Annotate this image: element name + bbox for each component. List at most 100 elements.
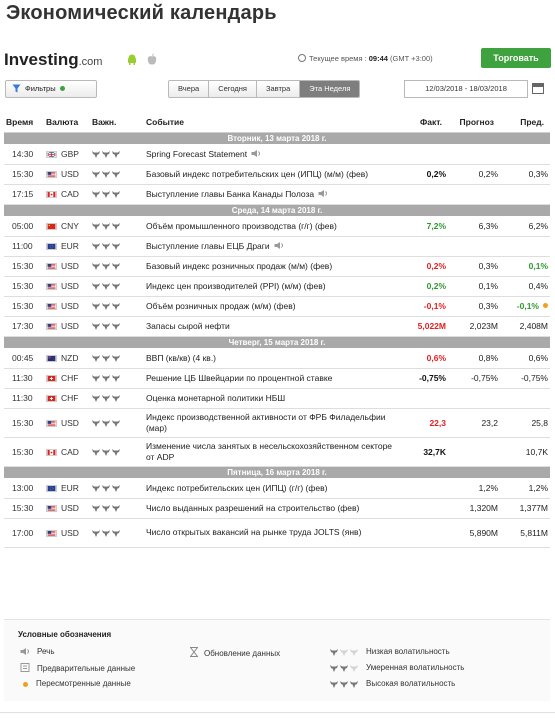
event-name[interactable]: Число открытых вакансий на рынке труда J… [144,518,402,548]
event-row[interactable]: 11:00 EUR Выступление главы ЕЦБ Драги [4,236,550,257]
event-row[interactable]: 17:30 USD Запасы сырой нефти 5,022M 2,023M 2,… [4,316,550,337]
event-title[interactable]: Индекс потребительских цен (ИПЦ) (г/г) (… [146,482,328,493]
event-title[interactable]: Объём промышленного производства (г/г) (… [146,220,337,231]
apple-icon[interactable] [147,53,157,65]
event-name[interactable]: Объём промышленного производства (г/г) (… [144,216,402,237]
event-row[interactable]: 15:30 USD Базовый индекс розничных продаж … [4,256,550,277]
event-row[interactable]: 11:30 CHF Оценка монетарной политики НБШ [4,388,550,409]
col-previous[interactable]: Пред. [500,112,550,133]
event-row[interactable]: 13:00 EUR Индекс потребительских цен (ИПЦ)… [4,478,550,499]
event-name[interactable]: Число выданных разрешений на строительст… [144,498,402,519]
event-name[interactable]: Индекс производственной активности от ФР… [144,408,402,438]
clock-icon [298,54,306,62]
investing-logo[interactable]: Investing.com [4,50,102,70]
flag-cn-icon [46,223,57,230]
event-title[interactable]: Индекс цен производителей (PPI) (м/м) (ф… [146,280,326,291]
event-row[interactable]: 17:15 CAD Выступление главы Банка Канады П… [4,184,550,205]
date-range-input[interactable]: 12/03/2018 - 18/03/2018 [404,80,528,98]
filters-button[interactable]: Фильтры [5,80,97,98]
android-icon[interactable] [127,54,137,65]
event-title[interactable]: Число открытых вакансий на рынке труда J… [146,527,362,537]
event-title[interactable]: Spring Forecast Statement [146,148,248,159]
event-row[interactable]: 15:30 USD Индекс производственной активнос… [4,408,550,438]
event-actual: 0,6% [402,348,448,369]
event-title[interactable]: ВВП (кв/кв) (4 кв.) [146,352,217,363]
event-name[interactable]: Базовый индекс розничных продаж (м/м) (ф… [144,256,402,277]
event-name[interactable]: Объём розничных продаж (м/м) (фев) [144,296,402,317]
event-name[interactable]: Выступление главы ЕЦБ Драги [144,236,402,257]
bull-icon [112,505,120,512]
event-title[interactable]: Изменение числа занятых в несельскохозяй… [146,440,393,462]
legend-preliminary-label: Предварительные данные [37,664,136,673]
event-title[interactable]: Выступление главы ЕЦБ Драги [146,240,270,251]
event-name[interactable]: ВВП (кв/кв) (4 кв.) [144,348,402,369]
legend-update: Обновление данных [190,647,280,658]
tab-tomorrow[interactable]: Завтра [256,81,301,97]
event-importance [90,216,144,237]
event-name[interactable]: Решение ЦБ Швейцарии по процентной ставк… [144,368,402,389]
legend-low-label: Низкая волатильность [366,647,450,656]
event-row[interactable]: 15:30 USD Базовый индекс потребительских ц… [4,164,550,185]
trade-button[interactable]: Торговать [481,48,551,68]
event-actual [402,478,448,499]
tab-today[interactable]: Сегодня [209,81,257,97]
event-title[interactable]: Объём розничных продаж (м/м) (фев) [146,300,296,311]
event-actual [402,498,448,519]
tab-this-week[interactable]: Эта Неделя [300,81,360,97]
flag-ch-icon [46,375,57,382]
event-time: 17:15 [4,184,44,205]
event-name[interactable]: Индекс потребительских цен (ИПЦ) (г/г) (… [144,478,402,499]
event-row[interactable]: 15:30 USD Индекс цен производителей (PPI) … [4,276,550,297]
day-header: Среда, 14 марта 2018 г. [4,204,550,217]
col-time[interactable]: Время [4,112,44,133]
event-importance [90,388,144,409]
col-forecast[interactable]: Прогноз [448,112,500,133]
event-name[interactable]: Запасы сырой нефти [144,316,402,337]
event-title[interactable]: Оценка монетарной политики НБШ [146,392,286,403]
event-previous: -0,75% [500,368,550,389]
event-name[interactable]: Выступление главы Банка Канады Полоза [144,184,402,205]
col-currency[interactable]: Валюта [44,112,90,133]
event-row[interactable]: 00:45 NZD ВВП (кв/кв) (4 кв.) 0,6% 0,8% 0,6% [4,348,550,369]
event-title[interactable]: Индекс производственной активности от ФР… [146,411,386,433]
event-title[interactable]: Число выданных разрешений на строительст… [146,502,360,513]
event-row[interactable]: 05:00 CNY Объём промышленного производства… [4,216,550,237]
event-forecast [448,236,500,257]
tab-yesterday[interactable]: Вчера [169,81,210,97]
event-title[interactable]: Выступление главы Банка Канады Полоза [146,188,315,199]
event-name[interactable]: Индекс цен производителей (PPI) (м/м) (ф… [144,276,402,297]
event-row[interactable]: 15:30 USD Объём розничных продаж (м/м) (фе… [4,296,550,317]
event-title[interactable]: Решение ЦБ Швейцарии по процентной ставк… [146,372,333,383]
event-time: 17:00 [4,518,44,548]
event-currency: CNY [44,216,90,237]
col-importance[interactable]: Важн. [90,112,144,133]
col-actual[interactable]: Факт. [402,112,448,133]
legend-revised-label: Пересмотренные данные [36,679,131,688]
event-row[interactable]: 11:30 CHF Решение ЦБ Швейцарии по процентн… [4,368,550,389]
bull-icon [92,448,100,456]
previous-value: 1,377M [519,503,548,513]
event-importance [90,256,144,277]
event-name[interactable]: Изменение числа занятых в несельскохозяй… [144,437,402,467]
event-row[interactable]: 17:00 USD Число открытых вакансий на рынке… [4,518,550,548]
col-event[interactable]: Событие [144,112,402,133]
event-actual [402,144,448,165]
funnel-icon [12,84,21,93]
event-row[interactable]: 15:30 USD Число выданных разрешений на стр… [4,498,550,519]
flag-eu-icon [46,485,57,492]
calendar-icon[interactable] [532,83,544,94]
event-title[interactable]: Запасы сырой нефти [146,320,230,331]
event-actual: 0,2% [402,164,448,185]
event-name[interactable]: Spring Forecast Statement [144,144,402,165]
event-forecast: 0,1% [448,276,500,297]
currency-code: CHF [61,393,79,403]
event-name[interactable]: Базовый индекс потребительских цен (ИПЦ)… [144,164,402,185]
bull-icon [92,303,100,310]
event-name[interactable]: Оценка монетарной политики НБШ [144,388,402,409]
event-row[interactable]: 14:30 GBP Spring Forecast Statement [4,144,550,165]
event-title[interactable]: Базовый индекс потребительских цен (ИПЦ)… [146,168,369,179]
timezone-label[interactable]: (GMT +3:00) [390,54,433,63]
event-row[interactable]: 15:30 CAD Изменение числа занятых в несель… [4,437,550,467]
event-title[interactable]: Базовый индекс розничных продаж (м/м) (ф… [146,260,333,271]
event-previous: 0,3% [500,164,550,185]
